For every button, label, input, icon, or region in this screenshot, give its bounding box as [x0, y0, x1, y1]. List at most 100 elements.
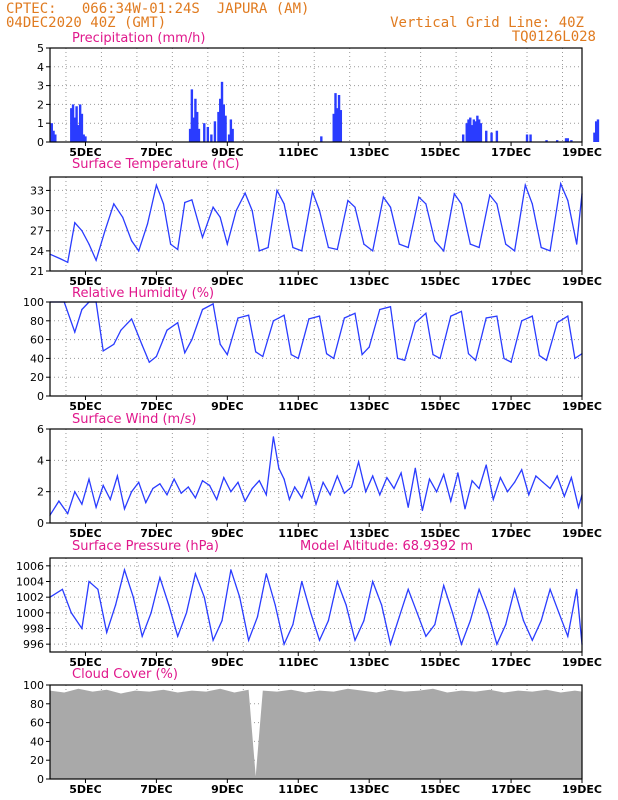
data-point [347, 199, 349, 202]
series-line [49, 567, 583, 647]
data-point [322, 481, 324, 483]
data-point [88, 243, 90, 245]
panel-frame [49, 557, 583, 653]
x-tick-label: 13DEC [349, 146, 389, 159]
data-point [251, 487, 253, 490]
data-point [138, 481, 140, 483]
y-tick-label: 998 [23, 623, 44, 636]
data-point [265, 573, 267, 575]
data-point [173, 478, 175, 480]
data-point [95, 259, 97, 261]
precip-bar [70, 108, 73, 142]
precip-bar [593, 132, 596, 142]
x-tick-label: 17DEC [491, 146, 531, 159]
data-point [414, 322, 416, 324]
data-point [297, 357, 299, 359]
data-point [528, 494, 530, 496]
data-point [177, 322, 179, 324]
cloud-cover-area [50, 688, 582, 779]
data-point [549, 487, 551, 490]
y-tick-label: 1 [37, 117, 44, 130]
panel-annotation: Model Altitude: 68.9392 m [300, 539, 473, 554]
data-point [434, 240, 436, 242]
x-tick-label: 17DEC [491, 400, 531, 413]
precip-bar [194, 98, 197, 142]
data-point [327, 620, 330, 622]
data-point [123, 569, 126, 571]
y-tick-label: 2 [37, 486, 44, 499]
x-tick-label: 11DEC [278, 275, 318, 288]
x-tick-label: 15DEC [420, 275, 460, 288]
data-point [496, 203, 498, 205]
data-point [506, 491, 509, 493]
data-point [262, 355, 264, 358]
y-tick-label: 0 [37, 136, 44, 149]
precip-bar [224, 115, 227, 142]
data-point [70, 612, 72, 614]
data-point [258, 250, 260, 252]
data-point [102, 350, 104, 352]
precip-bar [470, 125, 474, 142]
data-point [123, 508, 126, 510]
x-tick-label: 11DEC [278, 656, 318, 669]
data-point [393, 487, 395, 490]
data-point [336, 248, 338, 251]
data-point [336, 475, 338, 477]
data-point [288, 498, 290, 501]
x-tick-label: 9DEC [211, 275, 243, 288]
data-point [368, 346, 370, 348]
y-tick-label: 6 [37, 423, 44, 436]
data-point [505, 623, 507, 626]
data-point [475, 359, 477, 361]
data-point [531, 315, 533, 317]
x-tick-label: 15DEC [420, 656, 460, 669]
data-point [237, 317, 239, 319]
data-point [194, 573, 197, 575]
x-tick-label: 5DEC [69, 400, 101, 413]
data-point [318, 639, 321, 641]
precip-bar [229, 119, 233, 142]
data-point [460, 643, 463, 645]
data-point [428, 478, 431, 480]
precip-bar [227, 134, 231, 142]
y-tick-label: 80 [30, 315, 44, 328]
data-point [159, 483, 161, 485]
data-point [283, 643, 285, 645]
data-point [514, 250, 516, 252]
data-point [244, 192, 246, 194]
precip-bar [469, 117, 472, 142]
precip-bar [80, 113, 84, 142]
data-point [396, 357, 399, 359]
data-point [212, 206, 214, 208]
data-point [177, 635, 179, 637]
data-point [489, 194, 491, 196]
data-point [177, 248, 179, 251]
data-point [219, 343, 221, 345]
data-point [145, 502, 147, 504]
data-point [201, 236, 204, 239]
x-tick-label: 9DEC [211, 400, 243, 413]
x-tick-label: 11DEC [278, 783, 318, 796]
data-point [365, 491, 367, 493]
precip-bar [336, 108, 339, 142]
x-tick-label: 5DEC [69, 146, 101, 159]
panel-frame [49, 684, 583, 780]
data-point [425, 203, 427, 205]
data-point [453, 193, 455, 195]
data-point [61, 588, 64, 590]
header-date-line: 04DEC2020 40Z (GMT) [6, 15, 167, 31]
panel-title: Surface Temperature (nC) [72, 157, 240, 172]
x-tick-label: 17DEC [491, 527, 531, 540]
data-point [443, 584, 445, 587]
data-point [577, 506, 580, 508]
x-tick-label: 19DEC [562, 146, 602, 159]
data-point [538, 354, 541, 357]
y-tick-label: 100 [23, 679, 44, 692]
data-point [496, 315, 498, 317]
data-point [88, 580, 90, 583]
data-point [109, 498, 111, 501]
data-point [120, 329, 122, 331]
x-tick-label: 13DEC [349, 275, 389, 288]
panel-title: Relative Humidity (%) [72, 286, 214, 301]
data-point [467, 353, 470, 355]
